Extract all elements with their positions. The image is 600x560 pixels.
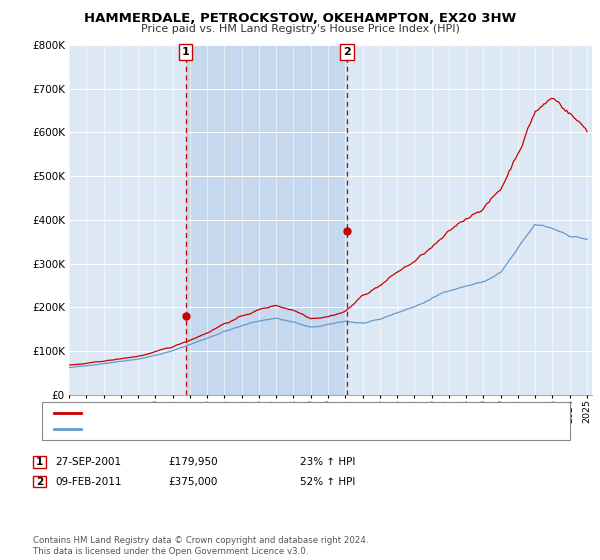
Text: HAMMERDALE, PETROCKSTOW, OKEHAMPTON, EX20 3HW (detached house): HAMMERDALE, PETROCKSTOW, OKEHAMPTON, EX2…: [84, 408, 464, 418]
Bar: [185, 45, 347, 395]
Text: 1: 1: [36, 457, 43, 467]
Text: £179,950: £179,950: [168, 457, 218, 467]
Text: 1: 1: [182, 47, 190, 57]
Text: HAMMERDALE, PETROCKSTOW, OKEHAMPTON, EX20 3HW: HAMMERDALE, PETROCKSTOW, OKEHAMPTON, EX2…: [84, 12, 516, 25]
Text: Price paid vs. HM Land Registry's House Price Index (HPI): Price paid vs. HM Land Registry's House …: [140, 24, 460, 34]
Text: 52% ↑ HPI: 52% ↑ HPI: [300, 477, 355, 487]
Text: Contains HM Land Registry data © Crown copyright and database right 2024.
This d: Contains HM Land Registry data © Crown c…: [33, 536, 368, 556]
Text: 09-FEB-2011: 09-FEB-2011: [55, 477, 122, 487]
Text: 2: 2: [343, 47, 351, 57]
Text: HPI: Average price, detached house, Torridge: HPI: Average price, detached house, Torr…: [84, 424, 308, 434]
Text: 2: 2: [36, 477, 43, 487]
Text: 27-SEP-2001: 27-SEP-2001: [55, 457, 121, 467]
Text: 23% ↑ HPI: 23% ↑ HPI: [300, 457, 355, 467]
Text: £375,000: £375,000: [168, 477, 217, 487]
